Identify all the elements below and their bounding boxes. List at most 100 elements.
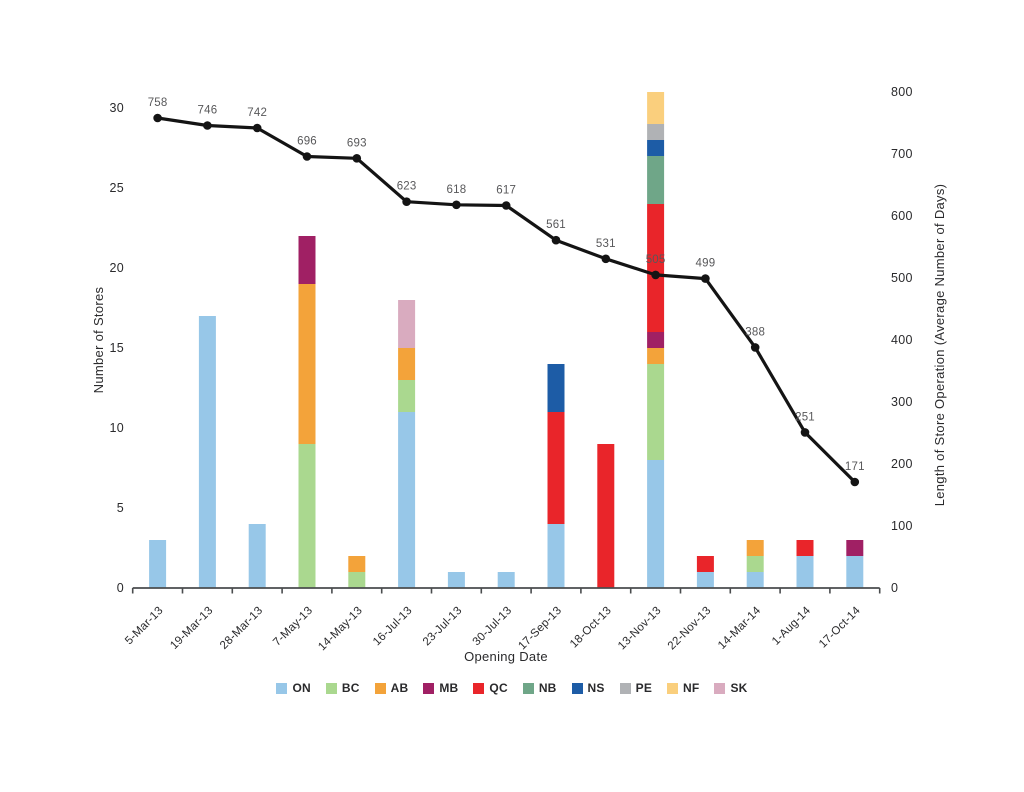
line-data-label-18-Oct-13: 531: [596, 238, 616, 250]
line-data-label-5-Mar-13: 758: [148, 97, 168, 109]
legend-label-PE: PE: [635, 681, 653, 695]
bar-segment-QC-1-Aug-14: [796, 540, 814, 556]
legend-swatch-BC: [325, 682, 337, 694]
legend-item-ON: ON: [276, 681, 311, 695]
x-axis-label-14-Mar-14: 14-Mar-14: [716, 604, 764, 652]
avg-days-line: [156, 116, 857, 484]
legend-label-QC: QC: [489, 681, 508, 695]
legend-swatch-QC: [473, 682, 485, 694]
legend-item-BC: BC: [325, 681, 360, 695]
line-data-label-14-May-13: 693: [347, 137, 367, 149]
bar-segment-QC-22-Nov-13: [696, 556, 714, 572]
bar-segment-NB-13-Nov-13: [647, 156, 665, 204]
line-point-23-Jul-13: [452, 200, 461, 210]
left-axis-tick-label-15: 15: [109, 341, 124, 355]
bar-segment-BC-14-May-13: [348, 572, 366, 588]
right-axis-tick-label-400: 400: [891, 333, 913, 347]
right-axis-tick-label-0: 0: [891, 581, 898, 595]
line-point-14-Mar-14: [750, 343, 760, 352]
x-axis-label-13-Nov-13: 13-Nov-13: [616, 605, 664, 653]
legend-swatch-AB: [374, 682, 386, 694]
x-axis-label-23-Jul-13: 23-Jul-13: [421, 605, 465, 649]
legend-swatch-NF: [667, 682, 679, 694]
x-axis-label-14-May-13: 14-May-13: [316, 605, 365, 654]
legend-label-MB: MB: [439, 681, 459, 695]
legend-swatch-SK: [714, 682, 726, 694]
bar-segment-QC-13-Nov-13: [647, 204, 665, 332]
line-point-28-Mar-13: [252, 123, 262, 133]
line-data-label-17-Sep-13: 561: [546, 219, 566, 231]
line-data-label-19-Mar-13: 746: [198, 105, 218, 117]
bar-segment-BC-7-May-13: [298, 444, 316, 588]
legend-swatch-MB: [423, 682, 435, 694]
bar-segment-BC-14-Mar-14: [746, 556, 764, 572]
x-axis-label-16-Jul-13: 16-Jul-13: [371, 605, 415, 649]
line-data-label-1-Aug-14: 251: [795, 411, 815, 423]
bar-segment-ON-1-Aug-14: [796, 556, 814, 588]
bar-segment-NS-13-Nov-13: [647, 140, 665, 156]
x-axis-label-22-Nov-13: 22-Nov-13: [666, 605, 714, 653]
legend-item-AB: AB: [374, 681, 409, 695]
bar-segment-ON-14-Mar-14: [746, 572, 764, 588]
legend-label-NB: NB: [538, 681, 557, 695]
bar-segment-MB-17-Oct-14: [846, 540, 864, 556]
bar-segment-ON-28-Mar-13: [248, 524, 266, 588]
legend-item-SK: SK: [714, 681, 747, 695]
line-point-5-Mar-13: [153, 113, 162, 123]
bar-segment-MB-7-May-13: [298, 236, 316, 284]
bar-segment-AB-13-Nov-13: [647, 348, 665, 364]
bar-segment-ON-30-Jul-13: [497, 572, 515, 588]
legend-label-NS: NS: [587, 681, 605, 695]
x-axis-label-18-Oct-13: 18-Oct-13: [568, 605, 614, 651]
left-axis-tick-label-10: 10: [109, 421, 124, 435]
bar-segment-ON-17-Sep-13: [547, 524, 565, 588]
line-data-label-22-Nov-13: 499: [696, 258, 716, 270]
bar-segment-QC-18-Oct-13: [597, 444, 615, 588]
line-point-14-May-13: [352, 154, 362, 163]
legend-swatch-PE: [619, 682, 631, 694]
legend: ON BC AB MB QC NB NS PE NF SK: [0, 679, 1024, 697]
bar-segment-BC-16-Jul-13: [398, 380, 416, 412]
line-point-17-Oct-14: [850, 477, 860, 487]
bar-segment-AB-16-Jul-13: [398, 348, 416, 380]
line-data-label-7-May-13: 696: [297, 136, 317, 148]
legend-label-AB: AB: [390, 681, 409, 695]
legend-item-NS: NS: [571, 681, 605, 695]
x-axis-label-7-May-13: 7-May-13: [271, 605, 315, 649]
legend-label-NF: NF: [683, 681, 700, 695]
right-axis-tick-label-200: 200: [891, 457, 913, 471]
right-axis-tick-label-500: 500: [891, 271, 913, 285]
right-axis-title: Length of Store Operation (Average Numbe…: [932, 184, 947, 507]
data-labels-group: 758 746 742 696 693 623 618 617 561 531 505 499 388 2…: [148, 97, 865, 473]
x-axis-label-17-Oct-14: 17-Oct-14: [817, 604, 863, 650]
bar-segment-ON-5-Mar-13: [149, 540, 167, 588]
line-point-17-Sep-13: [551, 235, 561, 245]
line-data-label-30-Jul-13: 617: [496, 185, 516, 197]
bar-segment-AB-14-Mar-14: [746, 540, 764, 556]
right-axis-tick-label-600: 600: [891, 209, 913, 223]
bar-segment-ON-13-Nov-13: [647, 460, 665, 588]
bar-segment-AB-14-May-13: [348, 556, 366, 572]
line-point-19-Mar-13: [203, 121, 212, 130]
line-point-30-Jul-13: [501, 201, 511, 210]
line-data-label-14-Mar-14: 388: [745, 326, 765, 338]
bar-segment-ON-19-Mar-13: [198, 316, 216, 588]
bar-segment-NS-17-Sep-13: [547, 364, 565, 412]
line-data-label-13-Nov-13: 505: [646, 254, 666, 266]
right-axis-tick-label-100: 100: [891, 519, 913, 533]
legend-item-QC: QC: [473, 681, 508, 695]
line-point-13-Nov-13: [651, 270, 660, 280]
x-axis-label-5-Mar-13: 5-Mar-13: [123, 605, 166, 648]
legend-label-BC: BC: [341, 681, 360, 695]
line-data-label-17-Oct-14: 171: [845, 461, 865, 473]
left-axis-tick-label-30: 30: [109, 101, 124, 115]
axes-group: 05101520253001002003004005006007008005-M…: [109, 85, 912, 653]
left-axis-tick-label-20: 20: [109, 261, 124, 275]
legend-item-MB: MB: [423, 681, 458, 695]
legend-item-PE: PE: [619, 681, 653, 695]
bar-segment-NF-13-Nov-13: [647, 92, 665, 124]
right-axis-tick-label-300: 300: [891, 395, 913, 409]
x-axis-title: Opening Date: [464, 649, 548, 664]
bar-segment-PE-13-Nov-13: [647, 124, 665, 140]
